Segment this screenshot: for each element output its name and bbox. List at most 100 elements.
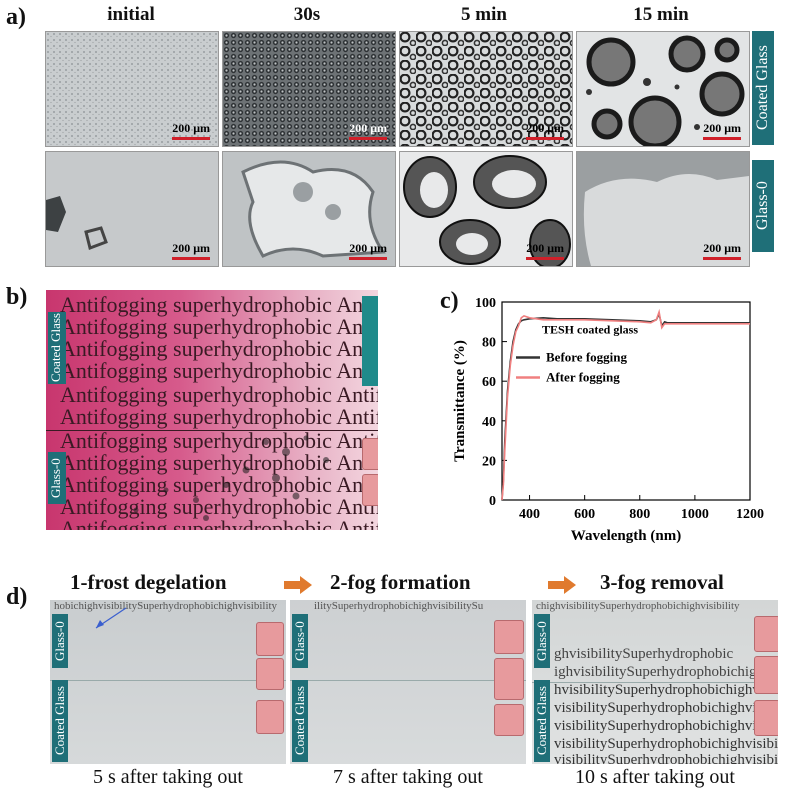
text-line: Antifogging superhydrophobic Antifo: [60, 292, 378, 317]
scale-bar: 200 μm: [526, 121, 564, 140]
fog-droplets: [133, 435, 329, 521]
pink-clip: [494, 658, 524, 700]
scale-bar: 200 μm: [349, 241, 387, 260]
y-tick-label: 100: [475, 296, 496, 311]
col-title-5min: 5 min: [461, 4, 507, 25]
caption-step-2: 7 s after taking out: [333, 766, 483, 788]
plot-frame: [501, 301, 751, 501]
micrograph-glass0-15min: 200 μm: [576, 151, 750, 267]
photo-frost-degelation: hobichighvisibilitySuperhydrophobichighv…: [50, 600, 286, 764]
legend-label: Before fogging: [546, 349, 627, 364]
pointer-arrow-icon: [95, 607, 127, 629]
background-text: hobichighvisibilitySuperhydrophobichighv…: [54, 600, 278, 612]
legend-label: After fogging: [546, 369, 620, 384]
label-glass-0: Glass-0: [292, 614, 308, 668]
series-line-1: [501, 311, 750, 501]
y-tick-label: 40: [482, 415, 496, 430]
panel-a-letter: a): [6, 4, 26, 30]
scale-bar: 200 μm: [526, 241, 564, 260]
pink-clip: [256, 700, 284, 734]
scale-bar: 200 μm: [349, 121, 387, 140]
pink-clip: [754, 656, 778, 694]
x-tick-label: 800: [629, 507, 650, 522]
photo-fog-formation: ilitySuperhydrophobichighvisibilitySu: [290, 600, 526, 764]
step-3-title: 3-fog removal: [600, 570, 724, 594]
panel-c-letter: c): [440, 288, 459, 314]
chart-annotation: TESH coated glass: [542, 323, 638, 337]
background-text: chighvisibilitySuperhydrophobichighvisib…: [536, 600, 740, 612]
micrograph-coated-15min: 200 μm: [576, 31, 750, 147]
pink-clip: [494, 704, 524, 736]
pink-clip: [754, 616, 778, 652]
text-line: Antifogging superhydrophobic Antifo: [60, 314, 378, 339]
photo-fog-removal: chighvisibilitySuperhydrophobichighvisib…: [532, 600, 778, 764]
text-line: Antifogging superhydrophobic Antifogg: [60, 404, 378, 429]
label-coated-glass: Coated Glass: [48, 312, 66, 384]
text-line: Antifogging superhydrophobic Antifo: [60, 336, 378, 361]
text-line: Antifogging superhydrophobic Antifo: [60, 494, 378, 519]
x-axis-label: Wavelength (nm): [571, 528, 681, 544]
pink-clip: [362, 474, 378, 506]
text-line: visibilitySuperhydrophobichighvisibility: [554, 752, 778, 764]
pink-clip: [754, 700, 778, 736]
y-tick-label: 60: [482, 375, 496, 390]
row-label-coated-glass: Coated Glass: [752, 31, 774, 145]
arrow-icon: [548, 576, 576, 594]
glass-divider: [46, 430, 378, 431]
step-2-title: 2-fog formation: [330, 570, 471, 594]
text-line: Antifogging superhydrophobic Antifo: [60, 516, 378, 530]
scale-bar: 200 μm: [172, 241, 210, 260]
text-line: Antifogging superhydrophobic Antif: [60, 428, 378, 453]
col-title-initial: initial: [107, 4, 155, 25]
scale-bar: 200 μm: [703, 121, 741, 140]
text-line: ighvisibilitySuperhydrophobichig: [554, 664, 757, 680]
photo-antifogging-glass: Antifogging superhydrophobic Antifo Anti…: [46, 290, 378, 530]
y-tick-label: 0: [489, 494, 496, 509]
background-text: ilitySuperhydrophobichighvisibilitySu: [314, 600, 484, 612]
label-glass-0: Glass-0: [48, 452, 66, 504]
label-coated-glass: Coated Glass: [52, 680, 68, 762]
scale-bar: 200 μm: [172, 121, 210, 140]
micrograph-glass0-30s: 200 μm: [222, 151, 396, 267]
scale-bar: 200 μm: [703, 241, 741, 260]
text-line: Antifogging superhydrophobic Antifo: [60, 358, 378, 383]
label-coated-glass: Coated Glass: [292, 680, 308, 762]
label-glass-0: Glass-0: [534, 614, 550, 668]
panel-b-letter: b): [6, 284, 28, 310]
y-tick-label: 20: [482, 454, 496, 469]
arrow-icon: [284, 576, 312, 594]
row-label-glass-0: Glass-0: [752, 160, 774, 252]
label-glass-0: Glass-0: [52, 614, 68, 668]
x-tick-label: 1000: [681, 507, 709, 522]
micrograph-coated-5min: 200 μm: [399, 31, 573, 147]
text-line: visibilitySuperhydrophobichighvisib: [554, 700, 774, 716]
panel-d-letter: d): [6, 584, 28, 610]
text-line: Antifogging superhydrophobic Antifog: [60, 382, 378, 407]
teal-clip: [362, 296, 378, 386]
y-tick-label: 80: [482, 336, 496, 351]
pink-clip: [256, 622, 284, 656]
series-line-2: [501, 308, 750, 501]
x-tick-label: 400: [519, 507, 540, 522]
micrograph-coated-30s: 200 μm: [222, 31, 396, 147]
text-line: visibilitySuperhydrophobichighvisibility: [554, 718, 778, 734]
transmittance-chart: 400 600 800 1000 1200 0 20 40 60 80 100 Wavelength …: [452, 296, 764, 544]
text-line: hvisibilitySuperhydrophobichighvi: [554, 682, 764, 698]
micrograph-glass0-5min: 200 μm: [399, 151, 573, 267]
pink-clip: [494, 620, 524, 654]
text-line: Antifogging superhydrophobic Antifo: [60, 472, 378, 497]
glass-divider: [290, 680, 526, 681]
pink-clip: [256, 658, 284, 690]
micrograph-glass0-initial: 200 μm: [45, 151, 219, 267]
step-1-title: 1-frost degelation: [70, 570, 227, 594]
caption-step-3: 10 s after taking out: [575, 766, 735, 788]
glass-divider: [50, 680, 286, 681]
x-tick-label: 600: [574, 507, 595, 522]
text-line: ghvisibilitySuperhydrophobic: [554, 646, 734, 662]
micrograph-coated-initial: 200 μm: [45, 31, 219, 147]
x-tick-label: 1200: [736, 507, 764, 522]
label-coated-glass: Coated Glass: [534, 680, 550, 762]
glass-divider: [532, 682, 778, 683]
caption-step-1: 5 s after taking out: [93, 766, 243, 788]
pink-clip: [362, 438, 378, 470]
